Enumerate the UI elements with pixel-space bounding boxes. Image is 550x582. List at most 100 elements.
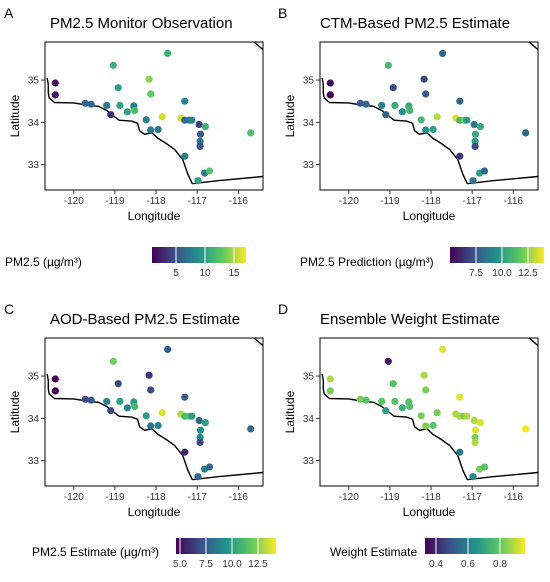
y-tick-label: 35 [303, 76, 315, 87]
monitor-point [391, 397, 399, 405]
x-axis-label: Longitude [403, 209, 456, 223]
monitor-point [389, 380, 397, 388]
monitor-point [181, 393, 189, 401]
monitor-point [147, 386, 155, 394]
monitor-point [362, 100, 370, 108]
y-axis-label: Latitude [8, 390, 22, 433]
x-tick-label: -118 [421, 492, 441, 503]
monitor-point [422, 90, 430, 98]
monitor-point [147, 126, 155, 134]
x-axis-label: Longitude [403, 505, 456, 519]
monitor-point [109, 357, 117, 365]
monitor-point [116, 397, 124, 405]
monitor-point [476, 419, 484, 427]
colorbar-ticks: 7.5 10.0 12.5 [469, 247, 538, 279]
monitor-point [81, 99, 89, 107]
monitor-point [480, 463, 489, 471]
x-tick-label: -119 [105, 196, 125, 207]
x-tick-label: -116 [504, 196, 524, 207]
x-tick-label: -118 [421, 196, 441, 207]
monitor-point [131, 106, 139, 115]
x-tick-label: -116 [504, 492, 524, 503]
monitor-point [326, 387, 334, 395]
monitor-point [196, 426, 205, 434]
monitor-point [196, 142, 204, 150]
y-tick-label: 35 [303, 372, 315, 383]
y-tick-label: 33 [28, 456, 40, 467]
monitor-point [382, 111, 390, 119]
coastline [46, 77, 193, 184]
monitor-point [196, 438, 204, 446]
monitor-point [142, 116, 150, 124]
monitor-point [406, 106, 414, 115]
monitor-point [522, 129, 530, 137]
monitor-point [201, 419, 209, 427]
x-tick-label: -119 [105, 492, 125, 503]
monitor-point [470, 416, 478, 425]
coastline [321, 77, 468, 184]
monitor-point [463, 116, 471, 124]
monitor-point [391, 101, 399, 109]
y-tick-label: 34 [303, 118, 315, 129]
monitor-point [378, 397, 386, 405]
monitor-point [471, 438, 479, 446]
monitor-point [247, 129, 255, 137]
monitor-point [480, 167, 489, 175]
plot-frame [319, 41, 539, 191]
colorbar [425, 538, 525, 554]
monitor-point [196, 137, 204, 145]
y-tick-label: 34 [303, 414, 315, 425]
x-tick-label: -118 [146, 196, 166, 207]
monitor-point [154, 421, 162, 430]
y-axis-label: Latitude [283, 390, 297, 433]
nevada-border [253, 41, 264, 51]
monitor-point [326, 91, 334, 99]
monitor-point [181, 97, 189, 105]
colorbar-tick-label: 10.0 [492, 268, 512, 279]
monitor-point [384, 61, 392, 69]
plot-frame [44, 41, 264, 191]
colorbar-ticks: 0.4 0.6 0.8 [429, 538, 507, 570]
monitor-point [471, 426, 480, 434]
x-tick-label: -120 [339, 492, 359, 503]
panel-title: CTM-Based PM2.5 Estimate [320, 15, 510, 32]
colorbar-tick-label: 10.0 [222, 559, 242, 570]
colorbar-title: PM2.5 Estimate (µg/m³) [32, 545, 159, 559]
colorbar-tick-label: 0.4 [429, 559, 443, 570]
panel-c: C AOD-Based PM2.5 Estimate -120 -119 -118-… [4, 301, 276, 570]
plot-frame [44, 337, 264, 487]
y-axis-label: Latitude [8, 94, 22, 137]
panel-label: B [278, 5, 287, 21]
monitor-point [406, 402, 414, 411]
monitor-point [205, 167, 214, 175]
map-plot: -120 -119 -118 -117 -116 33 34 35 Longitude Latit… [283, 41, 539, 223]
monitor-point [145, 75, 153, 83]
x-tick-label: -118 [146, 492, 166, 503]
y-tick-label: 35 [28, 76, 40, 87]
colorbar-tick-label: 0.8 [493, 559, 507, 570]
panel-title: PM2.5 Monitor Observation [50, 15, 233, 32]
monitor-point [51, 387, 59, 395]
monitor-point [164, 49, 172, 58]
colorbar [450, 247, 544, 263]
monitor-point [205, 463, 214, 471]
monitor-point [356, 395, 364, 403]
colorbar-ticks: 5.0 7.5 10.0 12.5 [173, 538, 268, 570]
monitor-point [158, 113, 166, 121]
monitor-point [109, 61, 117, 69]
monitor-point [470, 120, 478, 129]
monitor-point [164, 345, 172, 353]
monitor-point [116, 101, 124, 109]
monitor-point [154, 125, 162, 134]
y-tick-label: 34 [28, 414, 40, 425]
panel-title: Ensemble Weight Estimate [320, 311, 500, 328]
x-tick-label: -119 [380, 492, 400, 503]
colorbar-tick-label: 7.5 [469, 268, 483, 279]
colorbar [176, 538, 276, 554]
colorbar [152, 247, 246, 263]
monitor-point [326, 375, 334, 383]
monitor-point [181, 152, 189, 160]
panel-b: B CTM-Based PM2.5 Estimate -120 -119 -118-… [278, 5, 544, 279]
monitor-point [471, 433, 479, 441]
x-tick-label: -116 [229, 492, 249, 503]
